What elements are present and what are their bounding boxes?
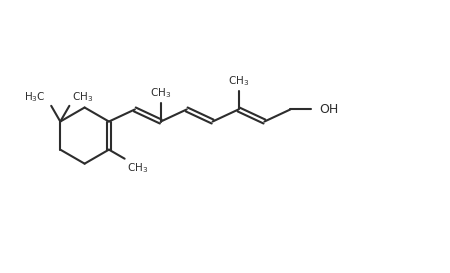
Text: H$_3$C: H$_3$C: [24, 90, 46, 104]
Text: CH$_3$: CH$_3$: [150, 87, 171, 100]
Text: alamy - 2M0XXBF: alamy - 2M0XXBF: [185, 257, 265, 265]
Text: OH: OH: [319, 103, 338, 116]
Text: CH$_3$: CH$_3$: [127, 161, 148, 175]
Text: CH$_3$: CH$_3$: [72, 90, 93, 104]
Text: CH$_3$: CH$_3$: [228, 75, 249, 88]
